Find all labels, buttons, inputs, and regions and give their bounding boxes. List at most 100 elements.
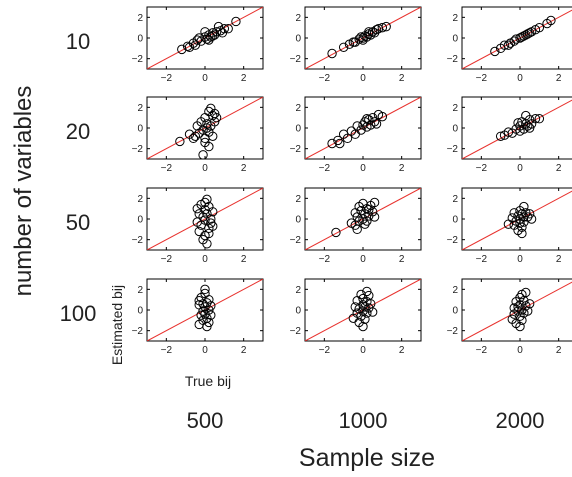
data-point bbox=[530, 114, 541, 124]
data-point bbox=[503, 127, 514, 137]
panel-content bbox=[462, 190, 572, 250]
scatter-panel: −2 0 2 −2 0 2 bbox=[447, 278, 572, 356]
x-tick-label: −2 bbox=[161, 73, 173, 84]
row-label: 50 bbox=[66, 210, 90, 235]
data-point bbox=[327, 138, 337, 149]
x-tick-label: 0 bbox=[517, 254, 523, 265]
data-point bbox=[208, 131, 218, 141]
data-point bbox=[333, 135, 343, 146]
x-tick-label: 0 bbox=[360, 254, 366, 265]
panel-content bbox=[147, 97, 263, 159]
x-tick-label: 0 bbox=[517, 345, 523, 356]
x-tick-label: −2 bbox=[319, 254, 331, 265]
identity-line bbox=[147, 188, 263, 250]
data-point bbox=[200, 197, 210, 208]
data-point bbox=[364, 27, 374, 37]
data-point bbox=[188, 133, 199, 144]
data-point bbox=[521, 110, 531, 121]
data-point bbox=[194, 33, 204, 43]
data-point bbox=[327, 48, 337, 59]
col-factor-label: Sample size bbox=[299, 444, 435, 472]
data-point bbox=[202, 123, 212, 133]
scatter-panel: −2 0 2 −2 0 2 bbox=[132, 6, 264, 84]
panel-content bbox=[462, 281, 572, 341]
data-point bbox=[204, 228, 214, 239]
y-tick-label: 0 bbox=[137, 34, 143, 45]
panel-content bbox=[305, 7, 421, 69]
row-label: 20 bbox=[66, 119, 90, 144]
panel-content bbox=[147, 279, 263, 341]
y-tick-label: 0 bbox=[295, 215, 301, 226]
data-point bbox=[206, 310, 216, 320]
x-tick-label: −2 bbox=[161, 254, 173, 265]
data-point bbox=[377, 22, 388, 33]
data-point bbox=[519, 201, 529, 212]
x-tick-label: 2 bbox=[241, 73, 247, 84]
y-tick-label: 2 bbox=[295, 194, 301, 205]
y-tick-label: 0 bbox=[452, 306, 458, 317]
scatter-panel: −2 0 2 −2 0 2 bbox=[290, 278, 422, 356]
x-tick-label: 0 bbox=[517, 163, 523, 174]
data-point bbox=[208, 207, 218, 217]
x-tick-label: 2 bbox=[241, 163, 247, 174]
data-point bbox=[517, 228, 527, 239]
data-point bbox=[200, 27, 210, 37]
y-tick-label: 2 bbox=[137, 13, 143, 24]
data-point bbox=[358, 321, 368, 332]
data-point bbox=[208, 221, 218, 231]
panel-content bbox=[462, 99, 572, 159]
y-tick-label: 0 bbox=[295, 306, 301, 317]
data-point bbox=[513, 306, 523, 316]
y-tick-label: −2 bbox=[132, 144, 144, 155]
data-point bbox=[524, 123, 535, 133]
scatter-panel: −2 0 2 −2 0 2 bbox=[290, 187, 422, 265]
x-tick-label: −2 bbox=[319, 163, 331, 174]
data-point bbox=[515, 321, 525, 332]
data-point bbox=[369, 117, 380, 127]
data-point bbox=[211, 112, 222, 123]
data-point bbox=[231, 16, 241, 27]
x-tick-label: 2 bbox=[556, 73, 562, 84]
y-tick-label: 0 bbox=[295, 34, 301, 45]
row-label: 100 bbox=[60, 301, 97, 326]
data-point bbox=[196, 310, 206, 320]
data-point bbox=[184, 42, 195, 52]
y-tick-label: 2 bbox=[452, 103, 458, 114]
data-point bbox=[192, 203, 202, 214]
y-tick-label: 2 bbox=[137, 103, 143, 114]
x-tick-label: 0 bbox=[360, 73, 366, 84]
scatter-panel: −2 0 2 −2 0 2 bbox=[290, 96, 422, 174]
x-tick-label: 2 bbox=[556, 345, 562, 356]
y-tick-label: 0 bbox=[137, 215, 143, 226]
x-tick-label: 0 bbox=[517, 73, 523, 84]
data-point bbox=[524, 28, 535, 38]
y-axis-label: Estimated bij bbox=[109, 285, 125, 365]
data-point bbox=[495, 131, 506, 141]
data-point bbox=[208, 31, 218, 41]
data-point bbox=[182, 41, 193, 51]
panel-content bbox=[305, 97, 421, 159]
x-tick-label: −2 bbox=[161, 163, 173, 174]
data-point bbox=[219, 24, 230, 34]
y-tick-label: −2 bbox=[290, 235, 302, 246]
data-point bbox=[366, 30, 376, 40]
scatter-panel: −2 0 2 −2 0 2 bbox=[132, 278, 264, 356]
data-point bbox=[198, 299, 208, 309]
y-tick-label: −2 bbox=[132, 54, 144, 65]
y-tick-label: 2 bbox=[295, 13, 301, 24]
scatter-panel: −2 0 2 −2 0 2 bbox=[447, 6, 572, 84]
data-point bbox=[381, 21, 391, 32]
y-tick-label: −2 bbox=[447, 144, 459, 155]
x-tick-label: 2 bbox=[556, 254, 562, 265]
data-point bbox=[546, 15, 556, 26]
x-tick-label: −2 bbox=[161, 345, 173, 356]
data-point bbox=[200, 137, 210, 148]
data-point bbox=[369, 197, 380, 208]
x-tick-label: 0 bbox=[360, 345, 366, 356]
y-tick-label: 0 bbox=[137, 306, 143, 317]
x-axis-label: True bij bbox=[185, 373, 231, 389]
x-tick-label: −2 bbox=[476, 73, 488, 84]
data-point bbox=[356, 289, 366, 300]
data-point bbox=[356, 125, 366, 135]
